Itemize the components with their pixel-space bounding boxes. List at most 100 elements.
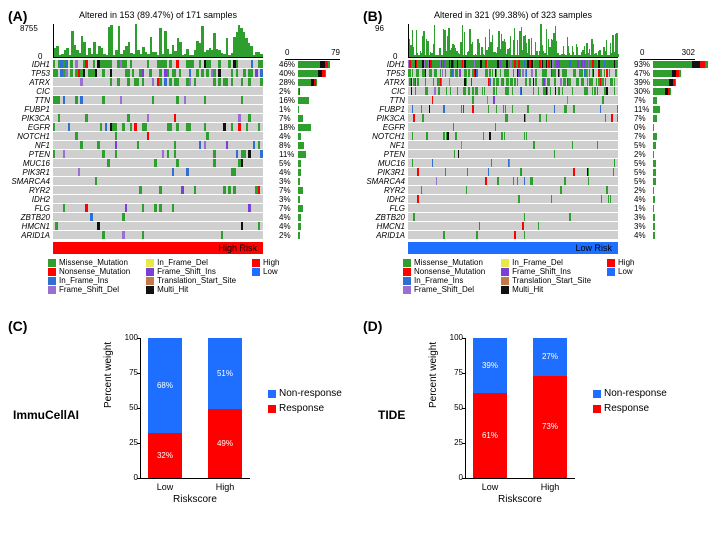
mut-cells [53, 231, 276, 240]
legend-swatch [146, 286, 154, 294]
gene-sidebar [298, 232, 353, 239]
legend-item: Missense_Mutation [403, 258, 485, 267]
gene-pct: 8% [276, 141, 298, 150]
gene-row: FLG1% [363, 204, 708, 213]
gene-pct: 7% [276, 186, 298, 195]
legend-text: Non-response [279, 388, 342, 399]
gene-label: FUBP1 [8, 105, 53, 114]
stacked-chart: 0255075100Percent weight68%32%Low51%49%H… [118, 338, 268, 508]
mut-cells [408, 186, 631, 195]
gene-label: ATRX [8, 78, 53, 87]
y-label: Percent weight [428, 342, 439, 408]
mut-cells [408, 78, 631, 87]
legend-item: Response [593, 403, 667, 414]
gene-sidebar [298, 70, 353, 77]
mut-cells [53, 105, 276, 114]
gene-row: ZBTB203% [363, 213, 708, 222]
x-label: Riskscore [148, 494, 242, 505]
legend-swatch [146, 259, 154, 267]
gene-row: FUBP11% [8, 105, 353, 114]
legend-item: Missense_Mutation [48, 258, 130, 267]
gene-sidebar [298, 205, 353, 212]
gene-sidebar [653, 214, 708, 221]
mut-cells [408, 114, 631, 123]
legend-swatch [593, 390, 601, 398]
gene-label: NOTCH1 [363, 132, 408, 141]
legend-text: Translation_Start_Site [157, 276, 236, 285]
gene-row: TTN16% [8, 96, 353, 105]
bar-value: 61% [482, 431, 498, 440]
gene-row: NF15% [363, 141, 708, 150]
gene-row: IDH146% [8, 60, 353, 69]
mut-cells [53, 177, 276, 186]
gene-row: ZBTB204% [8, 213, 353, 222]
gene-sidebar [298, 178, 353, 185]
gene-sidebar [298, 97, 353, 104]
gene-label: ZBTB20 [8, 213, 53, 222]
gene-pct: 7% [276, 204, 298, 213]
gene-sidebar [653, 196, 708, 203]
gene-row: NOTCH17% [363, 132, 708, 141]
legend-text: Response [604, 403, 649, 414]
top-tmb-track [408, 24, 618, 58]
gene-row: EGFR18% [8, 123, 353, 132]
mut-cells [53, 213, 276, 222]
gene-label: HMCN1 [363, 222, 408, 231]
legend-text: Low [618, 267, 633, 276]
legend-item: Translation_Start_Site [501, 276, 591, 285]
gene-row: NF18% [8, 141, 353, 150]
legend-text: Nonsense_Mutation [414, 267, 485, 276]
legend-text: Nonsense_Mutation [59, 267, 130, 276]
gene-sidebar [653, 178, 708, 185]
gene-pct: 3% [631, 222, 653, 231]
ytick: 75 [446, 368, 463, 377]
legend-text: In_Frame_Ins [414, 276, 463, 285]
gene-sidebar [298, 115, 353, 122]
mut-cells [53, 114, 276, 123]
legend-item: Response [268, 403, 342, 414]
ytick: 0 [121, 473, 138, 482]
gene-row: HMCN1 3% [363, 222, 708, 231]
mut-cells [408, 231, 631, 240]
mut-legend: Missense_MutationNonsense_MutationIn_Fra… [48, 258, 338, 294]
risk-bar: High Risk [53, 242, 263, 254]
mut-cells [53, 186, 276, 195]
gene-label: TTN [363, 96, 408, 105]
gene-pct: 4% [276, 222, 298, 231]
gene-row: MUC165% [8, 159, 353, 168]
legend-swatch [48, 259, 56, 267]
gene-pct: 5% [631, 177, 653, 186]
mut-cells [53, 159, 276, 168]
gene-sidebar [653, 232, 708, 239]
gene-pct: 7% [276, 114, 298, 123]
gene-sidebar [653, 97, 708, 104]
ytick: 0 [446, 473, 463, 482]
stacked-bar: 27%73% [533, 338, 567, 478]
bar-value: 39% [482, 361, 498, 370]
gene-pct: 2% [631, 186, 653, 195]
gene-pct: 4% [631, 231, 653, 240]
mut-cells [53, 87, 276, 96]
gene-pct: 2% [631, 150, 653, 159]
gene-pct: 11% [631, 105, 653, 114]
gene-pct: 5% [631, 168, 653, 177]
side-label: TIDE [378, 408, 405, 422]
top-axis-max: 8755 [20, 24, 38, 33]
mut-cells [408, 177, 631, 186]
gene-row: RYR22% [363, 186, 708, 195]
x-label: Riskscore [473, 494, 567, 505]
gene-sidebar [298, 79, 353, 86]
legend-text: High [263, 258, 279, 267]
gene-row: FLG7% [8, 204, 353, 213]
mut-cells [408, 96, 631, 105]
gene-row: ARID1A2% [8, 231, 353, 240]
gene-sidebar [298, 223, 353, 230]
legend-swatch [146, 277, 154, 285]
mut-cells [53, 78, 276, 87]
legend-item: Frame_Shift_Ins [501, 267, 591, 276]
bar-value: 32% [157, 451, 173, 460]
gene-row: RYR27% [8, 186, 353, 195]
mut-cells [53, 69, 276, 78]
legend-swatch [403, 259, 411, 267]
legend-item: High [252, 258, 279, 267]
